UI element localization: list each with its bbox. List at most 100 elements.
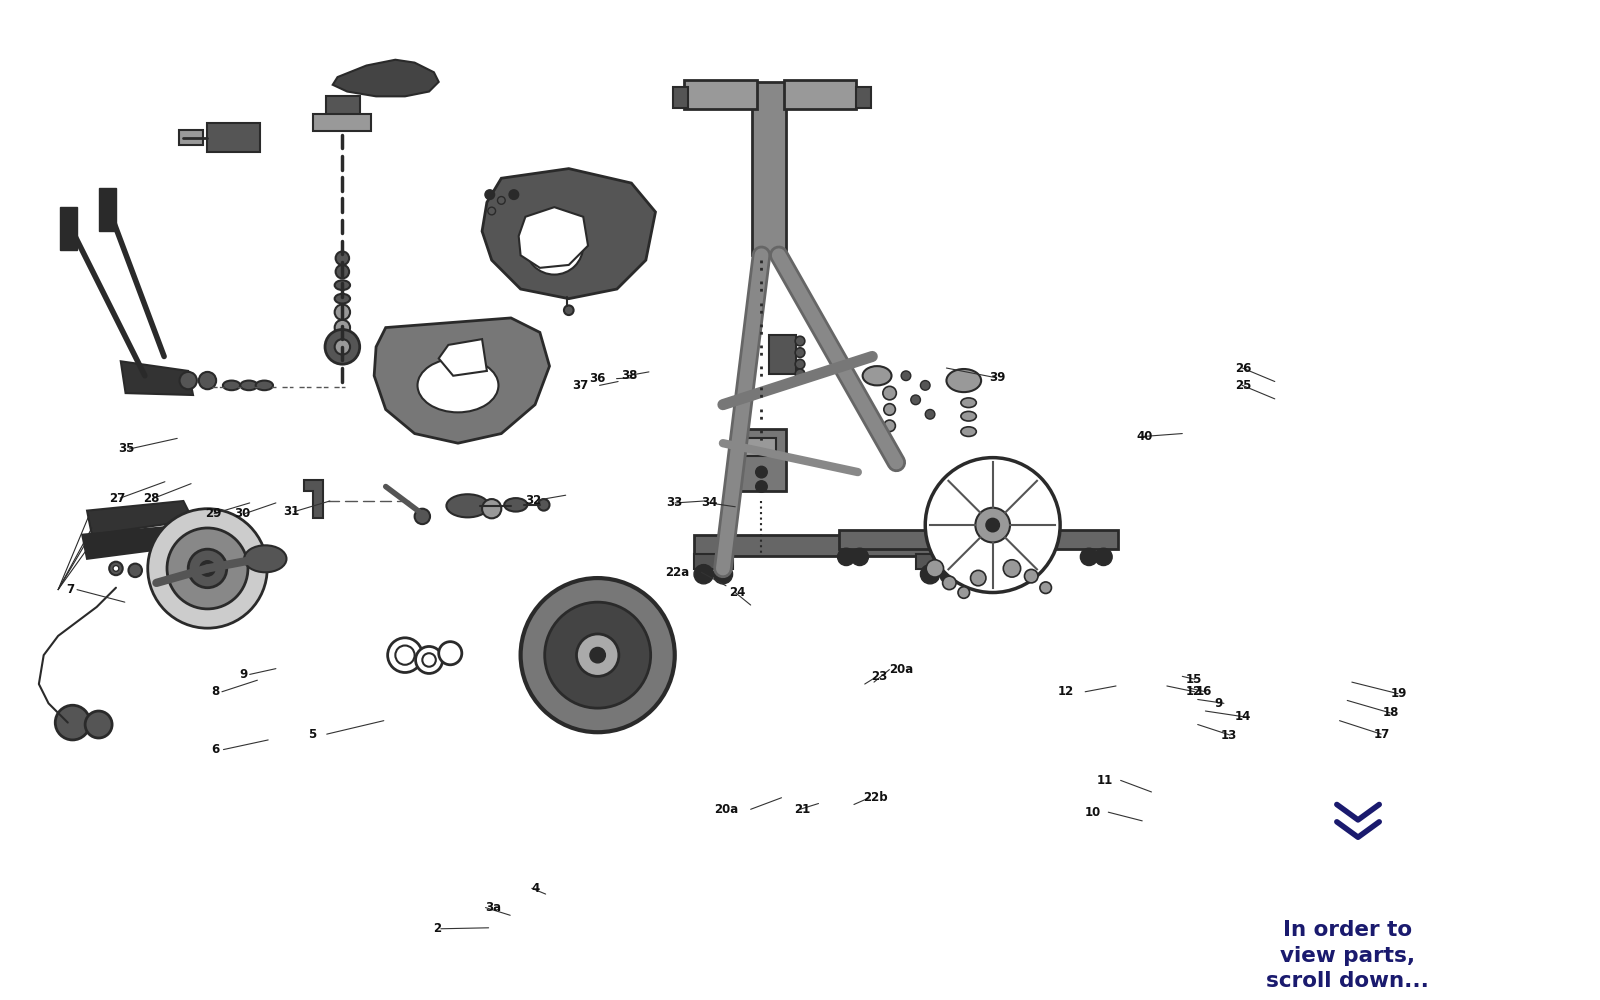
Ellipse shape bbox=[446, 494, 490, 517]
Circle shape bbox=[563, 305, 573, 315]
Circle shape bbox=[925, 458, 1061, 593]
Bar bbox=[752, 82, 786, 255]
Text: 8: 8 bbox=[211, 685, 219, 698]
Circle shape bbox=[336, 251, 349, 265]
Text: 12: 12 bbox=[1186, 685, 1202, 698]
Text: 16: 16 bbox=[1197, 685, 1213, 698]
Circle shape bbox=[971, 570, 986, 586]
Circle shape bbox=[200, 561, 214, 576]
Text: 17: 17 bbox=[1373, 728, 1390, 741]
Bar bbox=[838, 530, 1118, 549]
Circle shape bbox=[926, 560, 944, 577]
Bar bbox=[694, 554, 733, 569]
Circle shape bbox=[128, 564, 142, 577]
Polygon shape bbox=[518, 207, 589, 268]
Bar bbox=[685, 80, 757, 109]
Text: 7: 7 bbox=[66, 583, 74, 596]
Polygon shape bbox=[120, 361, 194, 395]
Circle shape bbox=[488, 207, 496, 215]
Circle shape bbox=[976, 508, 1010, 542]
Text: 11: 11 bbox=[1096, 774, 1114, 787]
Bar bbox=[733, 429, 786, 491]
Circle shape bbox=[795, 369, 805, 379]
Circle shape bbox=[851, 548, 869, 566]
Text: 12: 12 bbox=[1058, 685, 1074, 698]
Circle shape bbox=[198, 372, 216, 389]
Circle shape bbox=[325, 329, 360, 364]
Text: 34: 34 bbox=[701, 496, 718, 509]
Ellipse shape bbox=[418, 358, 499, 412]
Polygon shape bbox=[82, 525, 198, 559]
Circle shape bbox=[755, 466, 768, 478]
Circle shape bbox=[109, 562, 123, 575]
Circle shape bbox=[920, 565, 939, 584]
Circle shape bbox=[147, 509, 267, 628]
Circle shape bbox=[422, 653, 435, 667]
Ellipse shape bbox=[334, 280, 350, 290]
Text: 27: 27 bbox=[109, 492, 126, 505]
Circle shape bbox=[395, 646, 414, 665]
Text: 2: 2 bbox=[432, 922, 442, 935]
Circle shape bbox=[590, 647, 605, 663]
Text: 20a: 20a bbox=[890, 663, 914, 676]
Text: 22b: 22b bbox=[864, 791, 888, 804]
Ellipse shape bbox=[962, 411, 976, 421]
Bar bbox=[314, 114, 371, 131]
Circle shape bbox=[939, 565, 958, 584]
Circle shape bbox=[883, 420, 896, 432]
Circle shape bbox=[1094, 548, 1112, 566]
Circle shape bbox=[387, 638, 422, 672]
Circle shape bbox=[986, 518, 1000, 532]
Circle shape bbox=[694, 565, 714, 584]
Text: 3a: 3a bbox=[485, 901, 502, 914]
Polygon shape bbox=[304, 480, 323, 518]
Text: 18: 18 bbox=[1382, 706, 1398, 719]
Circle shape bbox=[482, 499, 501, 518]
Circle shape bbox=[883, 404, 896, 415]
Circle shape bbox=[525, 217, 584, 275]
Polygon shape bbox=[438, 339, 486, 376]
Circle shape bbox=[520, 578, 675, 732]
Ellipse shape bbox=[245, 545, 286, 572]
Circle shape bbox=[334, 320, 350, 335]
Circle shape bbox=[56, 705, 90, 740]
Text: 30: 30 bbox=[234, 507, 251, 520]
Circle shape bbox=[925, 409, 934, 419]
Ellipse shape bbox=[962, 427, 976, 436]
Circle shape bbox=[498, 197, 506, 204]
Bar bbox=[61, 207, 77, 250]
Text: 24: 24 bbox=[730, 586, 746, 599]
Bar bbox=[674, 87, 688, 108]
Circle shape bbox=[336, 265, 349, 278]
Bar bbox=[208, 123, 261, 152]
Circle shape bbox=[958, 587, 970, 598]
Text: 25: 25 bbox=[1235, 379, 1251, 392]
Text: 9: 9 bbox=[1214, 697, 1222, 710]
Circle shape bbox=[910, 395, 920, 405]
Text: 32: 32 bbox=[526, 494, 542, 507]
Text: 13: 13 bbox=[1221, 729, 1237, 742]
Circle shape bbox=[485, 190, 494, 199]
Bar bbox=[856, 87, 872, 108]
Bar bbox=[770, 335, 797, 374]
Circle shape bbox=[189, 549, 227, 588]
Circle shape bbox=[85, 711, 112, 738]
Circle shape bbox=[166, 528, 248, 609]
Polygon shape bbox=[482, 169, 656, 299]
Circle shape bbox=[538, 499, 549, 511]
Circle shape bbox=[414, 509, 430, 524]
Circle shape bbox=[1040, 582, 1051, 593]
Ellipse shape bbox=[240, 381, 258, 390]
Circle shape bbox=[795, 336, 805, 346]
Text: In order to
view parts,
scroll down...: In order to view parts, scroll down... bbox=[1266, 920, 1429, 991]
Circle shape bbox=[901, 371, 910, 381]
Text: 28: 28 bbox=[144, 492, 160, 505]
Text: 15: 15 bbox=[1186, 673, 1202, 686]
Circle shape bbox=[1024, 569, 1038, 583]
Bar bbox=[915, 554, 954, 569]
Text: 33: 33 bbox=[666, 496, 682, 509]
Text: 6: 6 bbox=[211, 743, 219, 756]
Text: 21: 21 bbox=[794, 803, 810, 816]
Text: 22a: 22a bbox=[664, 566, 690, 579]
Bar bbox=[99, 188, 115, 231]
